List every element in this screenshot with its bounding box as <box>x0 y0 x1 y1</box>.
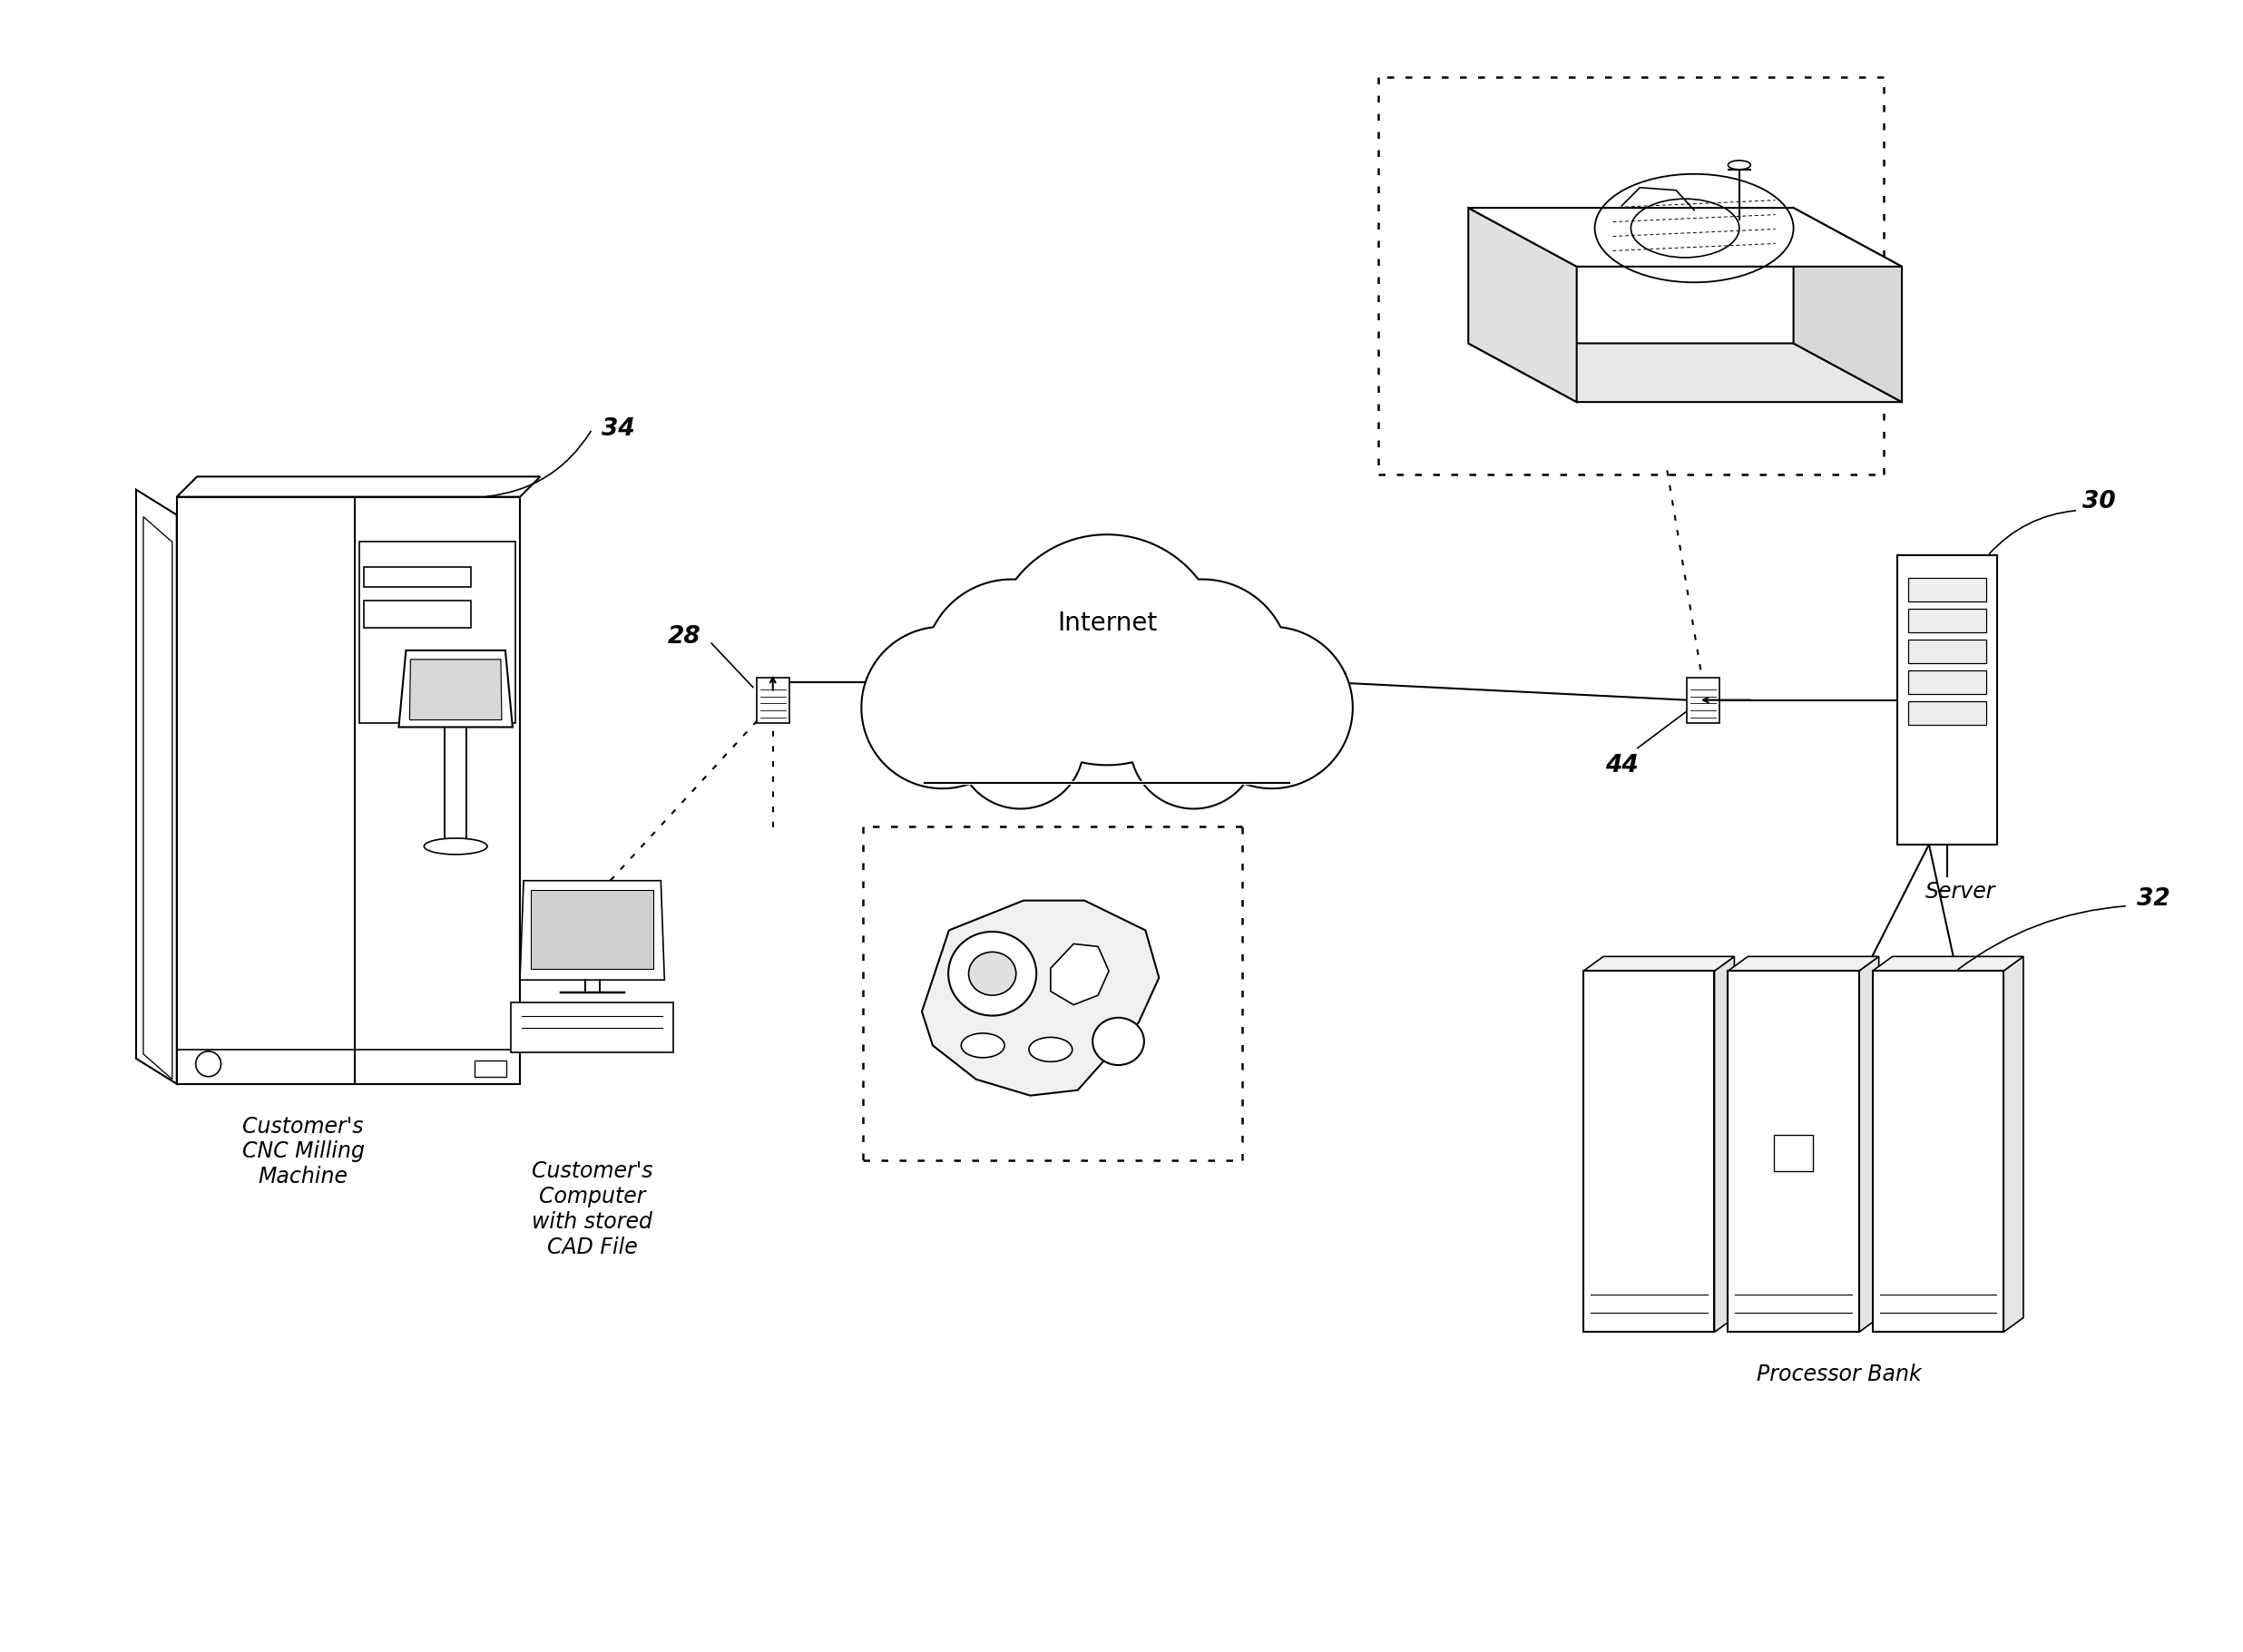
Bar <box>363 567 471 586</box>
Text: Processor Bank: Processor Bank <box>1756 1365 1920 1386</box>
Bar <box>1727 971 1859 1332</box>
Polygon shape <box>410 659 502 720</box>
Text: Internet: Internet <box>1056 611 1157 636</box>
Text: 34: 34 <box>601 418 635 441</box>
Bar <box>1584 971 1714 1332</box>
Polygon shape <box>1584 957 1734 971</box>
Polygon shape <box>2003 957 2023 1332</box>
Polygon shape <box>861 535 1353 809</box>
Polygon shape <box>1873 957 2023 971</box>
Polygon shape <box>520 881 664 980</box>
Polygon shape <box>1469 208 1577 401</box>
Bar <box>1873 971 2003 1332</box>
Text: Server: Server <box>1924 881 1996 902</box>
Bar <box>1898 555 1996 844</box>
Ellipse shape <box>1030 1037 1072 1062</box>
Bar <box>363 601 471 628</box>
Bar <box>532 890 653 970</box>
Text: Customer's
CNC Milling
Machine: Customer's CNC Milling Machine <box>242 1115 363 1188</box>
Circle shape <box>195 1051 222 1077</box>
Polygon shape <box>1469 208 1902 266</box>
Polygon shape <box>1714 957 1734 1332</box>
Bar <box>1909 610 1985 633</box>
Text: 44: 44 <box>1606 755 1640 778</box>
Bar <box>359 542 516 722</box>
Ellipse shape <box>949 932 1036 1016</box>
Bar <box>1909 578 1985 601</box>
Text: 32: 32 <box>2138 887 2169 910</box>
Bar <box>1909 639 1985 662</box>
Polygon shape <box>922 900 1160 1095</box>
Text: 30: 30 <box>2082 489 2115 514</box>
Bar <box>1687 677 1720 724</box>
Polygon shape <box>399 651 514 727</box>
Bar <box>1774 1135 1812 1171</box>
Polygon shape <box>1469 344 1902 401</box>
Bar <box>1909 671 1985 694</box>
Polygon shape <box>1050 943 1108 1004</box>
Polygon shape <box>177 477 541 497</box>
Ellipse shape <box>962 1032 1005 1057</box>
Bar <box>476 1061 507 1077</box>
Polygon shape <box>1859 957 1880 1332</box>
Polygon shape <box>1794 208 1902 401</box>
Bar <box>511 1003 673 1052</box>
Text: 28: 28 <box>666 624 700 649</box>
Text: Customer's
Computer
with stored
CAD File: Customer's Computer with stored CAD File <box>532 1161 653 1259</box>
Polygon shape <box>137 489 177 1084</box>
Polygon shape <box>1727 957 1880 971</box>
Bar <box>177 497 520 1084</box>
Ellipse shape <box>1727 160 1750 170</box>
Bar <box>1909 700 1985 725</box>
Ellipse shape <box>1092 1018 1144 1066</box>
Polygon shape <box>144 517 173 1079</box>
Ellipse shape <box>969 952 1016 995</box>
Bar <box>756 677 790 724</box>
Ellipse shape <box>424 838 487 854</box>
